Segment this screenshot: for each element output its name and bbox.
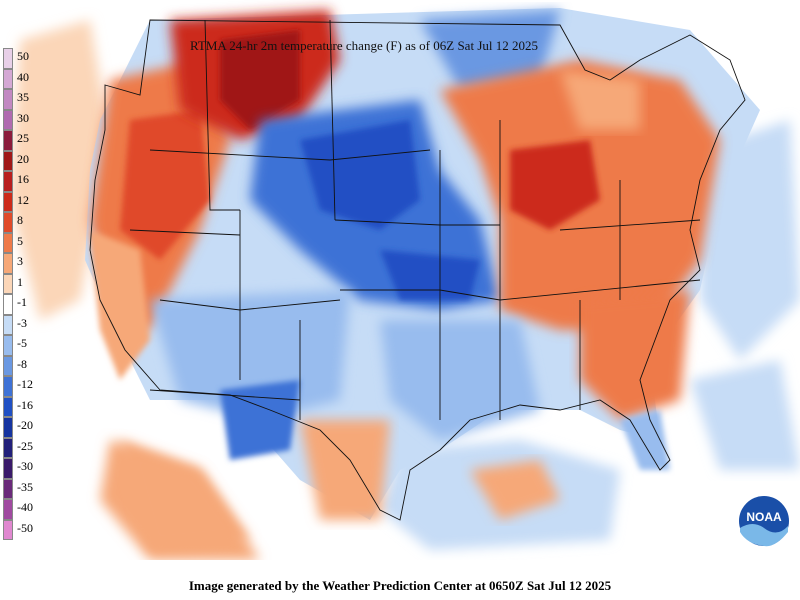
legend-swatch [3, 212, 13, 233]
legend-swatch [3, 150, 13, 171]
legend-label: -5 [17, 336, 27, 350]
legend-swatch [3, 478, 13, 499]
legend-label: -35 [17, 479, 33, 494]
legend-swatch [3, 396, 13, 417]
legend-label: -3 [17, 315, 27, 330]
legend-swatch [3, 376, 13, 397]
legend-swatch [3, 232, 13, 253]
legend-label: -30 [17, 459, 33, 473]
legend-swatch [3, 273, 13, 294]
legend-swatch [3, 335, 13, 356]
legend-label: 25 [17, 131, 29, 145]
legend-label: -40 [17, 500, 33, 514]
footer-credit: Image generated by the Weather Predictio… [188, 578, 612, 593]
legend-label: -20 [17, 418, 33, 432]
legend-swatch [3, 48, 13, 69]
legend-label: -50 [17, 520, 33, 535]
legend-label: -8 [17, 356, 27, 371]
legend-label: -12 [17, 377, 33, 391]
legend-swatch [3, 519, 13, 540]
legend-label: -16 [17, 397, 33, 412]
legend-label: 5 [17, 233, 23, 248]
legend-swatch [3, 355, 13, 376]
legend-label: 16 [17, 172, 29, 186]
legend-label: 35 [17, 90, 29, 104]
map-title: RTMA 24-hr 2m temperature change (F) as … [190, 38, 538, 53]
legend-label: 50 [17, 49, 29, 63]
legend-label: 30 [17, 110, 29, 125]
legend-label: 1 [17, 274, 23, 289]
legend-label: -25 [17, 438, 33, 453]
legend-label: 20 [17, 151, 29, 166]
legend-swatch [3, 253, 13, 274]
noaa-logo [736, 493, 792, 549]
legend-swatch [3, 417, 13, 438]
legend-swatch [3, 191, 13, 212]
legend-swatch [3, 130, 13, 151]
legend-swatch [3, 294, 13, 315]
legend-swatch [3, 314, 13, 335]
legend-swatch [3, 499, 13, 520]
legend-label: 8 [17, 213, 23, 227]
noaa-logo-text: NOAA [746, 510, 782, 524]
legend-label: 12 [17, 192, 29, 207]
legend-swatch [3, 89, 13, 110]
legend-label: 40 [17, 69, 29, 84]
legend-swatch [3, 458, 13, 479]
state-borders [89, 19, 746, 521]
legend-label: -1 [17, 295, 27, 309]
legend-swatch [3, 437, 13, 458]
legend-swatch [3, 109, 13, 130]
legend-swatch [3, 68, 13, 89]
legend-label: 3 [17, 254, 23, 268]
legend-swatch [3, 171, 13, 192]
temperature-change-map [10, 8, 800, 560]
